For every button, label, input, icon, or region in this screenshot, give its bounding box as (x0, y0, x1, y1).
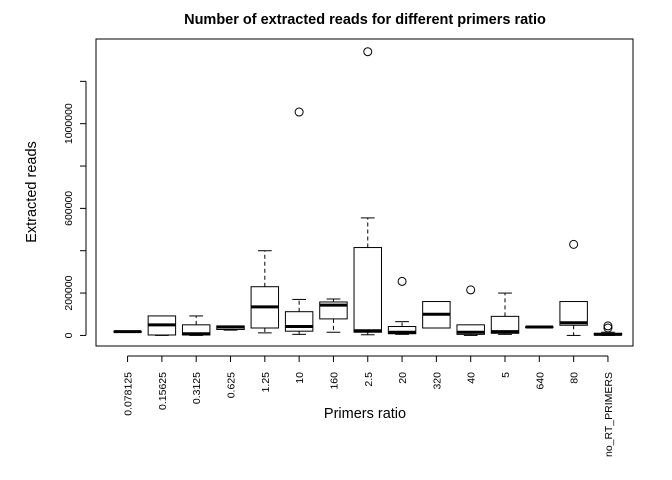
x-tick-label: 0.15625 (157, 372, 169, 410)
x-tick-label: 20 (397, 372, 409, 384)
outlier-point (603, 321, 613, 331)
box-iqr (456, 324, 485, 335)
x-axis: 0.078125 0.15625 0.3125 0.625 1.25 10 160 2.5 20… (123, 355, 615, 457)
box-160 (319, 298, 348, 333)
box-40 (456, 285, 485, 336)
y-tick-label: 0 (63, 332, 75, 338)
plot-area-frame (95, 38, 634, 347)
box-5 (490, 292, 520, 335)
chart-title: Number of extracted reads for different … (184, 12, 546, 28)
x-tick-label: 5 (500, 372, 512, 378)
box-0.625 (216, 325, 245, 331)
box-0.15625 (147, 315, 177, 336)
outlier-point (294, 107, 304, 117)
box-640 (525, 325, 554, 329)
outlier-point (603, 323, 613, 333)
x-tick-label: 0.3125 (191, 372, 203, 404)
x-tick-label: 0.625 (226, 372, 238, 398)
box-iqr (284, 311, 314, 332)
x-tick-label: 160 (328, 372, 340, 390)
box-320 (422, 301, 451, 329)
x-tick-label: no_RT_PRIMERS (603, 372, 615, 457)
x-tick-label: 0.078125 (123, 372, 135, 416)
box-1.25 (250, 250, 280, 334)
box-0.3125 (181, 315, 211, 336)
box-no_RT_PRIMERS (593, 321, 623, 336)
y-axis-label: Extracted reads (24, 141, 40, 243)
outlier-point (466, 285, 476, 295)
y-tick-label: 1000000 (63, 103, 75, 144)
x-tick-label: 10 (294, 372, 306, 384)
boxes-group (113, 47, 623, 336)
x-axis-label: Primers ratio (324, 406, 406, 422)
outlier-point (363, 47, 373, 57)
box-0.078125 (113, 330, 142, 334)
y-tick-label: 600000 (63, 191, 75, 226)
box-iqr (559, 301, 588, 326)
x-tick-label: 320 (431, 372, 443, 390)
x-tick-label: 2.5 (363, 372, 375, 387)
outlier-point (569, 239, 579, 249)
y-tick-label: 200000 (63, 275, 75, 310)
box-10 (284, 107, 314, 335)
y-axis: 0 200000 600000 1000000 (63, 80, 87, 338)
box-80 (559, 239, 588, 336)
x-tick-label: 640 (534, 372, 546, 390)
x-tick-label: 80 (569, 372, 581, 384)
box-iqr (353, 247, 382, 333)
x-tick-label: 1.25 (260, 372, 272, 393)
x-tick-label: 40 (466, 372, 478, 384)
box-2.5 (353, 47, 382, 336)
outlier-point (397, 276, 407, 286)
box-iqr (490, 315, 520, 334)
box-20 (387, 276, 417, 335)
